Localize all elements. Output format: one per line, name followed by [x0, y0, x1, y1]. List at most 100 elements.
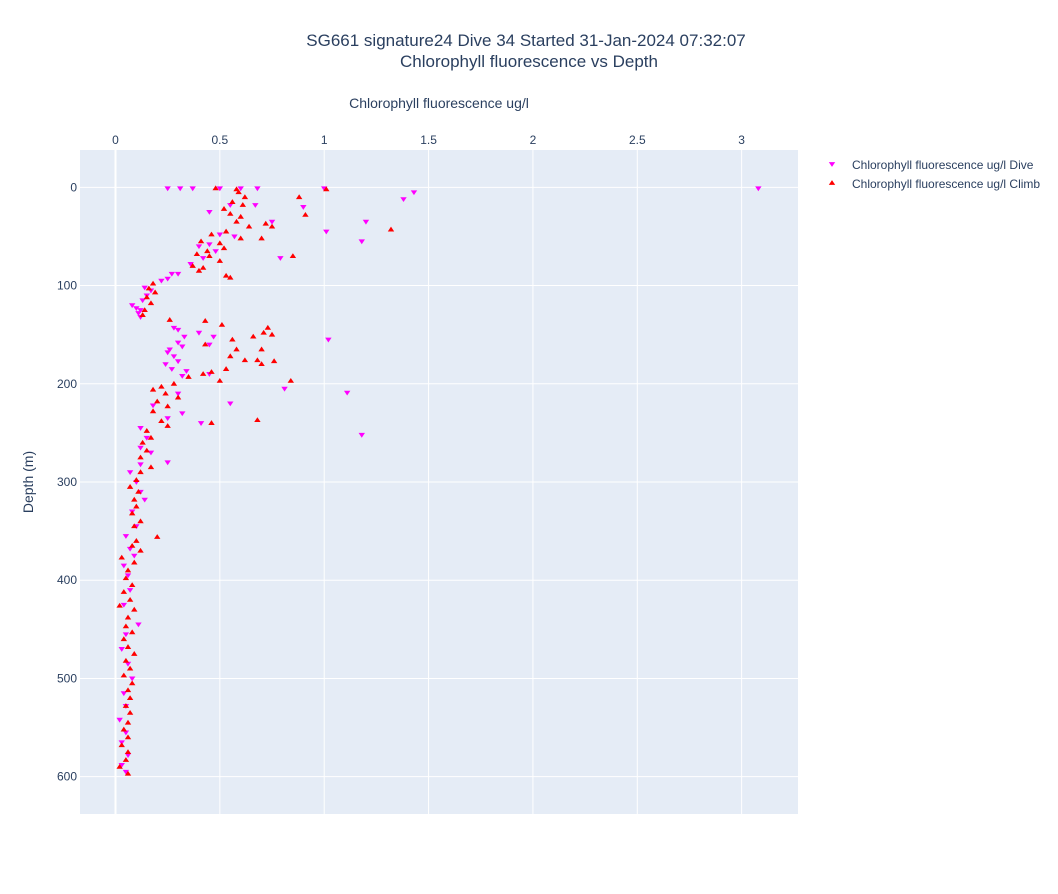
- data-point[interactable]: [122, 757, 130, 762]
- data-point[interactable]: [124, 749, 132, 755]
- data-point[interactable]: [122, 623, 130, 629]
- data-point[interactable]: [116, 717, 123, 723]
- data-point[interactable]: [227, 353, 234, 359]
- data-point[interactable]: [141, 497, 148, 503]
- data-point[interactable]: [410, 190, 418, 196]
- data-point[interactable]: [195, 267, 203, 273]
- data-point[interactable]: [222, 272, 230, 278]
- data-point[interactable]: [137, 445, 144, 451]
- data-point[interactable]: [262, 220, 269, 226]
- data-point[interactable]: [216, 258, 224, 263]
- data-point[interactable]: [206, 253, 213, 259]
- data-point[interactable]: [181, 334, 188, 340]
- data-point[interactable]: [277, 256, 284, 261]
- data-point[interactable]: [199, 371, 207, 376]
- data-point[interactable]: [124, 734, 132, 740]
- data-point[interactable]: [400, 197, 407, 202]
- data-point[interactable]: [131, 606, 138, 612]
- data-point[interactable]: [137, 308, 144, 313]
- data-point[interactable]: [258, 361, 265, 367]
- data-point[interactable]: [170, 325, 178, 331]
- data-point[interactable]: [128, 680, 136, 686]
- legend[interactable]: Chlorophyll fluorescence ug/l Dive Chlor…: [828, 158, 1041, 191]
- data-point[interactable]: [204, 248, 211, 254]
- data-point[interactable]: [302, 211, 309, 217]
- data-point[interactable]: [164, 186, 171, 192]
- data-point[interactable]: [128, 582, 136, 588]
- data-point[interactable]: [131, 553, 138, 559]
- data-point[interactable]: [268, 223, 276, 229]
- data-point[interactable]: [323, 229, 330, 235]
- data-point[interactable]: [128, 510, 136, 516]
- data-point[interactable]: [116, 763, 123, 769]
- data-point[interactable]: [135, 311, 142, 316]
- data-point[interactable]: [120, 563, 128, 569]
- data-point[interactable]: [141, 307, 148, 313]
- data-point[interactable]: [216, 232, 224, 238]
- data-point[interactable]: [122, 632, 130, 638]
- data-point[interactable]: [164, 416, 171, 422]
- data-point[interactable]: [118, 762, 125, 768]
- data-point[interactable]: [174, 394, 182, 400]
- data-point[interactable]: [139, 298, 146, 304]
- data-point[interactable]: [206, 342, 213, 348]
- data-point[interactable]: [126, 596, 134, 602]
- data-point[interactable]: [206, 209, 213, 215]
- data-point[interactable]: [229, 199, 236, 204]
- data-point[interactable]: [241, 194, 249, 200]
- data-point[interactable]: [254, 417, 261, 423]
- data-point[interactable]: [126, 484, 134, 489]
- data-point[interactable]: [189, 186, 196, 192]
- data-point[interactable]: [270, 358, 278, 364]
- data-point[interactable]: [174, 327, 182, 333]
- data-point[interactable]: [174, 359, 182, 365]
- legend-item-dive[interactable]: Chlorophyll fluorescence ug/l Dive: [828, 158, 1034, 172]
- data-point[interactable]: [149, 403, 157, 409]
- data-point[interactable]: [131, 559, 138, 565]
- data-point[interactable]: [254, 186, 261, 192]
- data-point[interactable]: [164, 423, 171, 428]
- data-point[interactable]: [202, 341, 209, 347]
- data-point[interactable]: [162, 390, 169, 396]
- data-point[interactable]: [128, 542, 136, 548]
- data-point[interactable]: [250, 333, 257, 339]
- data-point[interactable]: [245, 223, 253, 229]
- data-point[interactable]: [126, 665, 134, 671]
- data-point[interactable]: [133, 503, 140, 509]
- data-point[interactable]: [128, 629, 136, 635]
- data-point[interactable]: [268, 331, 276, 337]
- data-point[interactable]: [202, 318, 209, 323]
- data-point[interactable]: [197, 238, 205, 244]
- data-point[interactable]: [120, 636, 128, 642]
- data-point[interactable]: [183, 369, 190, 374]
- data-point[interactable]: [164, 460, 171, 466]
- data-point[interactable]: [193, 251, 201, 257]
- data-point[interactable]: [131, 651, 138, 656]
- data-point[interactable]: [122, 575, 130, 581]
- data-point[interactable]: [208, 420, 215, 425]
- data-point[interactable]: [199, 256, 207, 261]
- data-point[interactable]: [118, 554, 125, 560]
- data-point[interactable]: [166, 317, 173, 322]
- data-point[interactable]: [233, 346, 240, 352]
- data-point[interactable]: [118, 742, 125, 748]
- data-point[interactable]: [237, 213, 244, 219]
- data-point[interactable]: [133, 477, 140, 482]
- data-point[interactable]: [164, 276, 171, 282]
- data-point[interactable]: [126, 709, 134, 715]
- data-point[interactable]: [176, 186, 184, 192]
- data-point[interactable]: [289, 253, 297, 259]
- data-point[interactable]: [137, 454, 144, 460]
- data-point[interactable]: [227, 203, 234, 208]
- data-point[interactable]: [124, 573, 132, 579]
- data-point[interactable]: [208, 369, 215, 374]
- data-point[interactable]: [147, 300, 155, 306]
- data-point[interactable]: [120, 691, 128, 697]
- data-point[interactable]: [137, 547, 144, 553]
- data-point[interactable]: [124, 614, 132, 620]
- data-point[interactable]: [122, 769, 130, 775]
- data-point[interactable]: [126, 546, 134, 552]
- data-point[interactable]: [216, 240, 224, 246]
- data-point[interactable]: [164, 403, 171, 409]
- data-point[interactable]: [254, 357, 261, 363]
